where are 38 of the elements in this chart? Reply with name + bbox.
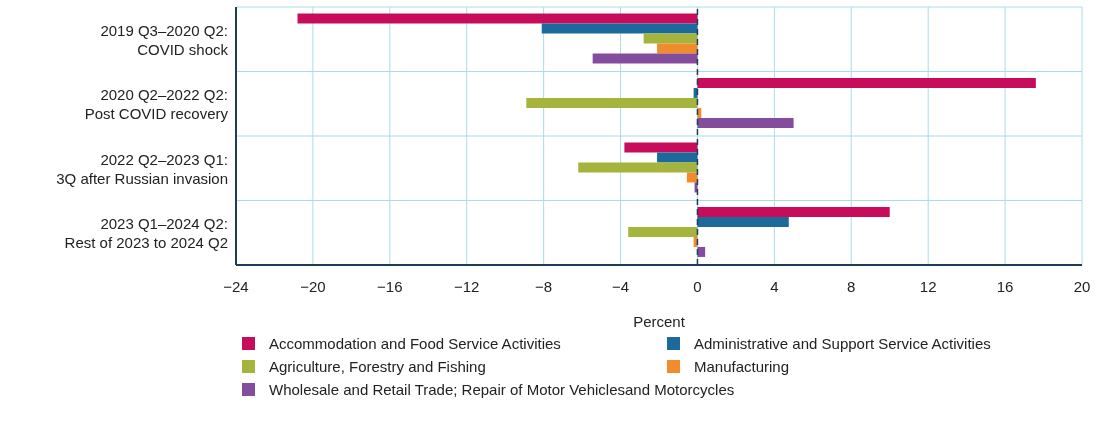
- bar: [297, 13, 698, 24]
- x-tick-label: −8: [535, 277, 553, 295]
- y-tick-label: 2020 Q2–2022 Q2: Post COVID recovery: [84, 85, 229, 122]
- legend-label: Administrative and Support Service Activities: [694, 335, 991, 352]
- bar: [578, 162, 698, 173]
- bar: [697, 206, 890, 217]
- x-tick-label: 4: [770, 277, 779, 295]
- x-tick-label: −12: [454, 277, 480, 295]
- bar: [526, 97, 698, 108]
- bar: [697, 216, 789, 227]
- bar: [624, 142, 698, 153]
- bar: [697, 77, 1036, 88]
- legend-label: Agriculture, Forestry and Fishing: [269, 358, 486, 375]
- bar: [643, 33, 698, 44]
- x-axis-title: Percent: [633, 313, 686, 330]
- bar: [628, 226, 698, 237]
- x-tick-label: −4: [611, 277, 630, 295]
- x-tick-label: −16: [377, 277, 403, 295]
- bar: [697, 117, 794, 128]
- x-tick-label: 20: [1073, 277, 1091, 295]
- legend-label: Wholesale and Retail Trade; Repair of Motor Vehiclesand Motorcycles: [269, 381, 735, 398]
- x-tick-label: 8: [847, 277, 856, 295]
- bar: [686, 172, 698, 183]
- bar: [592, 53, 698, 64]
- y-tick-label: 2022 Q2–2023 Q1: 3Q after Russian invasion: [56, 150, 228, 187]
- bar: [657, 152, 698, 163]
- x-tick-label: −20: [300, 277, 326, 295]
- x-tick-label: 0: [693, 277, 702, 295]
- legend-label: Manufacturing: [694, 358, 790, 375]
- bar: [697, 246, 706, 257]
- bar: [657, 43, 698, 54]
- x-tick-label: 16: [996, 277, 1014, 295]
- x-tick-label: 12: [919, 277, 937, 295]
- x-tick-label: −24: [223, 277, 249, 295]
- y-tick-label: 2023 Q1–2024 Q2: Rest of 2023 to 2024 Q2: [64, 214, 228, 251]
- bar: [541, 23, 698, 34]
- legend-label: Accommodation and Food Service Activities: [269, 335, 561, 352]
- y-tick-label: 2019 Q3–2020 Q2: COVID shock: [100, 21, 229, 58]
